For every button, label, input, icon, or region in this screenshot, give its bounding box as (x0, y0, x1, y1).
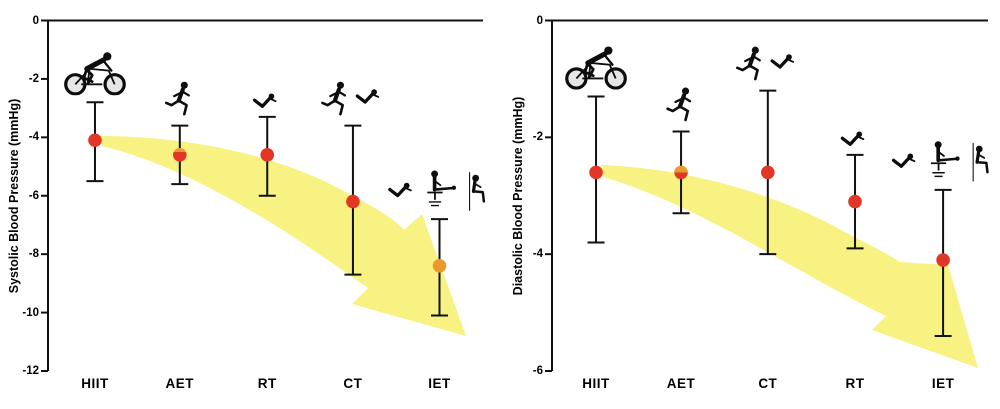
p0-cat-3: CT (343, 376, 363, 391)
runner-icon (736, 46, 761, 81)
situp-icon (891, 153, 916, 168)
cyclist-icon (565, 46, 627, 90)
cyclist-icon (64, 52, 126, 96)
situp-icon (840, 131, 865, 146)
situp-icon (770, 54, 795, 69)
p0-ytick-6: -12 (22, 365, 39, 377)
data-point-left-CT (346, 194, 360, 209)
runner-icon (164, 81, 190, 116)
p1-cat-3: RT (845, 376, 865, 391)
data-point-right-CT (761, 165, 775, 180)
data-point-right-RT (848, 194, 862, 209)
data-point-left-HIIT (88, 133, 102, 148)
diastolic-y-axis-title: Diastolic Blood Pressure (mmHg) (511, 96, 525, 296)
p1-cat-1: AET (666, 376, 696, 391)
data-point-left-IET (432, 259, 447, 273)
p1-cat-4: IET (931, 376, 955, 391)
situp-icon (388, 182, 412, 198)
p1-cat-0: HIIT (582, 376, 610, 391)
p1-ytick-1: -2 (532, 131, 543, 144)
p0-ytick-0: 0 (32, 14, 39, 27)
data-point-left-RT (260, 148, 275, 162)
p0-ytick-2: -4 (28, 131, 39, 144)
p1-cat-2: CT (758, 376, 778, 391)
p1-ytick-0: 0 (536, 14, 543, 27)
trend-arrow-left (100, 136, 466, 336)
runner-icon (666, 87, 692, 122)
data-point-right-HIIT (589, 165, 603, 180)
leg-extension-machine-icon (930, 141, 960, 178)
data-point-right-IET (936, 253, 950, 267)
p0-ytick-4: -8 (28, 248, 39, 261)
p1-ytick-2: -4 (532, 248, 543, 261)
p0-ytick-1: -2 (28, 72, 39, 85)
trend-arrow-right (601, 165, 978, 368)
situp-icon (355, 89, 380, 104)
runner-icon (321, 81, 347, 116)
p0-ytick-5: -10 (22, 306, 39, 319)
wall-sit-icon (972, 142, 989, 182)
p0-cat-0: HIIT (81, 376, 109, 391)
p0-ytick-3: -6 (28, 189, 39, 202)
p1-ytick-3: -6 (532, 365, 543, 377)
data-point-right-AET (674, 165, 688, 180)
p0-cat-2: RT (257, 376, 277, 391)
p0-cat-4: IET (428, 376, 451, 391)
leg-extension-machine-icon (427, 170, 457, 207)
situp-icon (252, 93, 277, 108)
p0-cat-1: AET (165, 376, 195, 391)
wall-sit-icon (469, 172, 486, 211)
data-point-left-AET (173, 148, 187, 162)
